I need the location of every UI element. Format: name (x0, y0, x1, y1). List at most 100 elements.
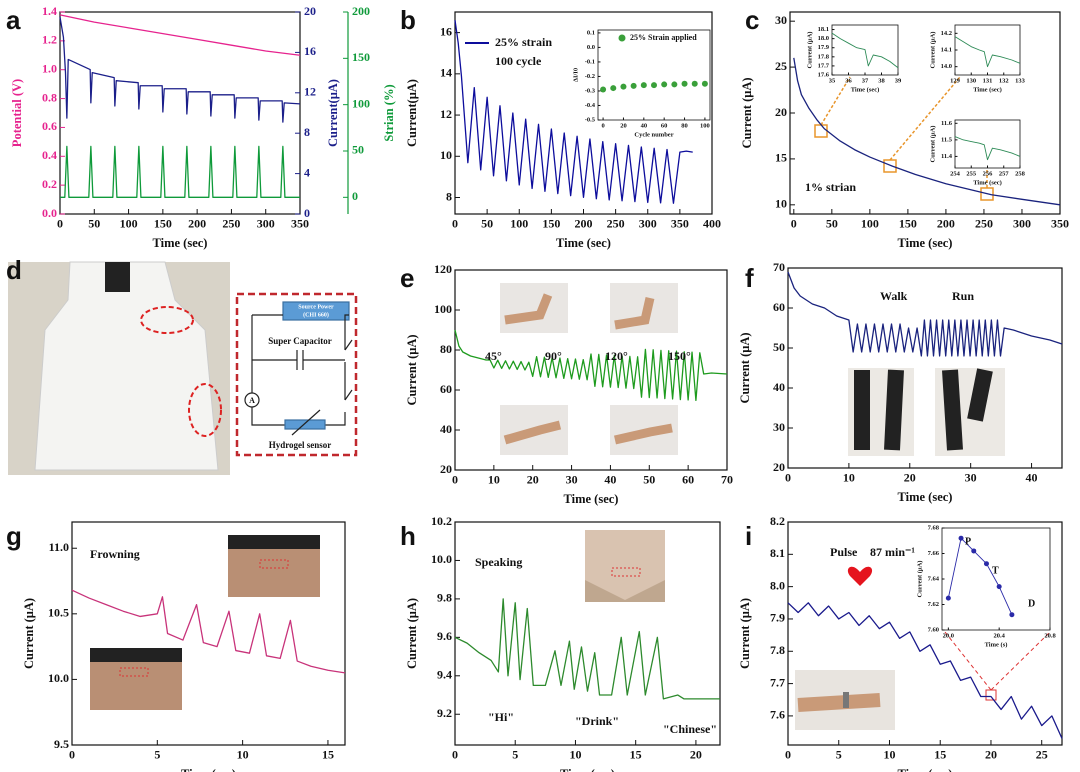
y-tick-label: 8 (446, 189, 452, 203)
point (681, 80, 688, 87)
plot-frame (787, 267, 1063, 469)
point (640, 82, 647, 89)
y3-tick-label: 150 (352, 50, 370, 64)
chart: 0 20 40 60 80 100 0.1 0.0 -0.1 -0.2 -0.3 -0.4 -0.5 Cy… (572, 29, 711, 138)
y3-axis-label: Strian (%) (382, 84, 396, 141)
legend-swatch (618, 34, 626, 42)
y-tick-label: 10.5 (48, 606, 69, 620)
y-tick-label: 1.4 (42, 4, 57, 18)
x-tick-label: 10 (883, 748, 895, 762)
x-axis-label: Time (sec) (560, 767, 615, 772)
x-tick-label: 255 (966, 170, 977, 177)
annotation: T (992, 565, 999, 576)
point (620, 83, 627, 90)
x-tick-label: 0 (69, 748, 75, 762)
x-tick-label: 100 (510, 217, 528, 231)
y-tick-label: 0.2 (42, 177, 57, 191)
y-tick-label: 17.9 (818, 44, 830, 51)
x-tick-label: 100 (120, 217, 138, 231)
y-tick-label: 10.0 (431, 552, 452, 566)
x-tick-label: 10 (488, 473, 500, 487)
x-tick-label: 300 (1013, 217, 1031, 231)
line-series (60, 145, 300, 198)
panel-label: g (6, 521, 22, 551)
line-series (787, 271, 1063, 357)
y-tick-label: 7.66 (928, 550, 940, 557)
x-tick-label: 0 (452, 217, 458, 231)
x-tick-label: 0 (785, 471, 791, 485)
y-axis-label: Current(μA) (405, 79, 419, 147)
annotation: D (1028, 598, 1035, 609)
y-tick-label: 40 (773, 380, 785, 394)
panel-label: f (745, 263, 754, 293)
annotation: Run (952, 289, 974, 303)
y3-tick-label: 50 (352, 143, 364, 157)
x-tick-label: 5 (512, 748, 518, 762)
x-tick-label: 40 (604, 473, 616, 487)
y-tick-label: 18.0 (818, 35, 829, 42)
x-tick-label: 132 (999, 77, 1009, 84)
annotation: 150° (668, 349, 691, 363)
point (996, 584, 1002, 590)
plot-frame (597, 29, 711, 121)
circuit-label: Source Power (298, 304, 334, 310)
x-tick-label: 100 (700, 122, 710, 129)
y2-axis-label: Current(μA) (326, 79, 340, 147)
heart-icon (847, 566, 873, 586)
point (945, 595, 951, 601)
annotation: "Drink" (575, 714, 619, 728)
x-axis-label: Time (sec) (898, 236, 953, 250)
circuit-label: Super Capacitor (268, 336, 332, 346)
annotation: Walk (880, 289, 908, 303)
y-axis-label: ΔI/I0 (572, 68, 579, 82)
annotation: 1% strian (805, 180, 856, 194)
x-tick-label: 200 (937, 217, 955, 231)
x-tick-label: 150 (542, 217, 560, 231)
x-tick-label: 30 (566, 473, 578, 487)
line-series (59, 14, 301, 56)
x-tick-label: 130 (966, 77, 976, 84)
x-tick-label: 5 (836, 748, 842, 762)
y-tick-label: 0.0 (42, 206, 57, 220)
y-tick-label: 100 (434, 302, 452, 316)
x-tick-label: 10 (237, 748, 249, 762)
y2-tick-label: 8 (304, 125, 310, 139)
x-axis-label: Time (sec) (973, 179, 1002, 186)
x-tick-label: 40 (1026, 471, 1038, 485)
annotation: 90° (545, 349, 562, 363)
x-tick-label: 80 (681, 122, 688, 129)
x-tick-label: 20 (527, 473, 539, 487)
x-tick-label: 60 (682, 473, 694, 487)
x-axis-label: Time (sec) (181, 767, 236, 772)
x-tick-label: 35 (829, 77, 836, 84)
y-axis-label: Current (μA) (806, 32, 813, 69)
y-tick-label: 8.0 (770, 578, 785, 592)
y-tick-label: 9.8 (437, 591, 452, 605)
line-series (454, 20, 693, 204)
x-tick-label: 36 (845, 77, 852, 84)
y-tick-label: 17.8 (818, 53, 830, 60)
y-tick-label: -0.3 (585, 87, 596, 94)
line-series (954, 36, 1021, 68)
x-tick-label: 0 (452, 473, 458, 487)
y-tick-label: 10.2 (431, 514, 452, 528)
x-tick-label: 37 (862, 77, 869, 84)
circuit-label: A (249, 396, 255, 405)
x-tick-label: 20 (904, 471, 916, 485)
circuit-diagram (235, 292, 358, 457)
panel-label: e (400, 263, 414, 293)
annotation: 120° (605, 349, 628, 363)
y-tick-label: 1.2 (42, 33, 57, 47)
chart: 0 10 20 30 40 20 30 40 50 60 70 Time (sec) Current (… (738, 260, 1063, 504)
point (971, 548, 977, 554)
x-tick-label: 150 (899, 217, 917, 231)
x-tick-label: 0 (785, 748, 791, 762)
x-axis-label: Time (s) (985, 641, 1008, 648)
point (958, 535, 964, 541)
x-tick-label: 0 (452, 748, 458, 762)
x-tick-label: 15 (630, 748, 642, 762)
y-tick-label: 7.60 (928, 626, 939, 633)
y-tick-label: 7.7 (770, 675, 785, 689)
